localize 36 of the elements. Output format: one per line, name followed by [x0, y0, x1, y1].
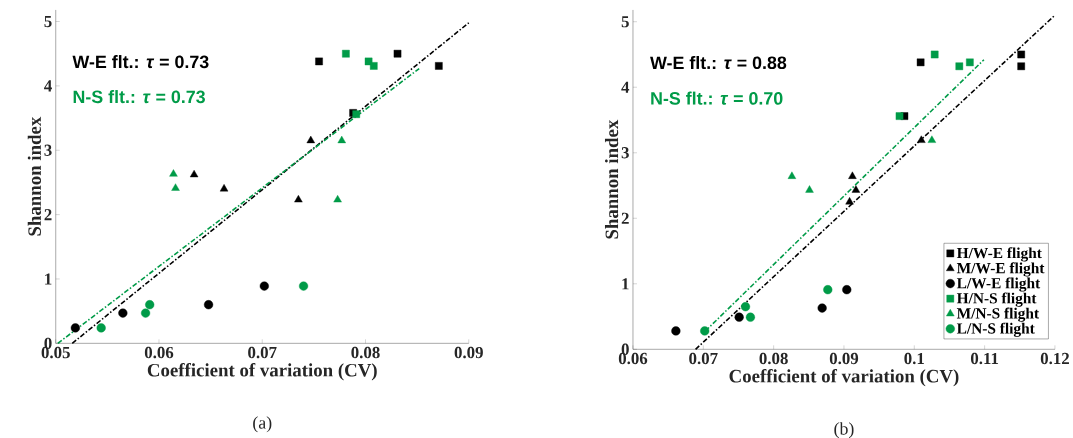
y-tick-label: 3 [44, 144, 52, 156]
x-axis-title: Coefficient of variation (CV) [147, 362, 377, 381]
y-tick-label: 1 [45, 273, 52, 285]
annotation: N-S flt.: τ = 0.73 [73, 89, 205, 104]
x-axis-title: Coefficient of variation (CV) [729, 368, 959, 387]
y-tick-label: 5 [44, 15, 52, 27]
x-tick-label: 0.12 [1040, 352, 1069, 365]
y-axis-title: Shannon index [27, 116, 41, 236]
x-tick-label: 0.11 [970, 352, 999, 365]
legend-label: M/N-S flight [956, 307, 1039, 322]
y-tick-label: 2 [44, 208, 52, 221]
legend-label: H/N-S flight [956, 292, 1037, 307]
text: (b) [834, 421, 854, 438]
x-tick-label: 0.06 [144, 346, 174, 359]
legend-label: M/W-E flight [956, 262, 1045, 277]
text: (a) [253, 416, 272, 433]
y-tick-label: 3 [621, 146, 629, 159]
x-tick-label: 0.07 [248, 346, 277, 359]
legend-label: L/W-E flight [956, 277, 1041, 292]
x-tick-label: 0.09 [454, 346, 483, 359]
y-tick-label: 2 [621, 212, 629, 224]
y-tick-label: 4 [621, 81, 630, 93]
x-tick-label: 0.09 [829, 352, 859, 365]
y-tick-label: 1 [622, 278, 629, 290]
y-tick-label: 5 [621, 15, 629, 28]
x-tick-label: 0.08 [759, 352, 788, 365]
x-tick-label: 0.08 [351, 346, 380, 359]
legend-label: L/N-S flight [956, 322, 1035, 337]
annotation: W-E flt.: τ = 0.88 [650, 55, 787, 69]
y-axis-title: Shannon index [604, 119, 619, 239]
legend-label: H/W-E flight [956, 247, 1042, 262]
x-tick-label: 0.1 [904, 352, 924, 365]
annotation: N-S flt.: τ = 0.70 [651, 91, 783, 105]
y-tick-label: 4 [44, 80, 52, 92]
x-tick-label: 0.07 [689, 352, 718, 365]
annotation: W-E flt.: τ = 0.73 [72, 54, 209, 69]
